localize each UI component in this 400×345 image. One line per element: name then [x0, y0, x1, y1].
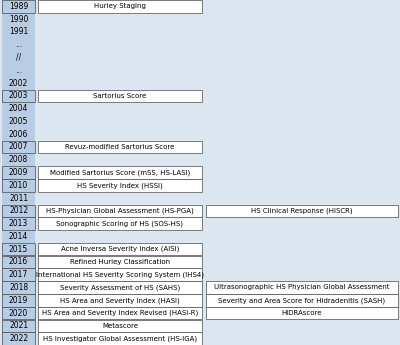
Text: 2013: 2013 [9, 219, 28, 228]
Text: Hurley Staging: Hurley Staging [94, 3, 146, 9]
Bar [2, 0, 35, 345]
Text: 1991: 1991 [9, 28, 28, 37]
Bar [2, 243, 35, 255]
Bar [2, 332, 35, 345]
Text: 2009: 2009 [9, 168, 28, 177]
Bar [2, 0, 35, 13]
Text: 2021: 2021 [9, 321, 28, 330]
Text: HS-Physician Global Assessment (HS-PGA): HS-Physician Global Assessment (HS-PGA) [46, 208, 194, 214]
Bar [206, 294, 398, 306]
Bar [38, 205, 202, 217]
Text: Severity and Area Score for Hidradenitis (SASH): Severity and Area Score for Hidradenitis… [218, 297, 386, 304]
Bar [38, 307, 202, 319]
Text: HS Investigator Global Assessment (HS-IGA): HS Investigator Global Assessment (HS-IG… [43, 335, 197, 342]
Bar [38, 294, 202, 306]
Text: 2004: 2004 [9, 104, 28, 113]
Text: 2006: 2006 [9, 130, 28, 139]
Text: HS Area and Severity Index Revised (HASI-R): HS Area and Severity Index Revised (HASI… [42, 310, 198, 316]
Bar [38, 243, 202, 255]
Text: International HS Severity Scoring System (IHS4): International HS Severity Scoring System… [36, 272, 204, 278]
Text: 2019: 2019 [9, 296, 28, 305]
Text: 2017: 2017 [9, 270, 28, 279]
Bar [38, 319, 202, 332]
Bar [38, 141, 202, 153]
Text: HS Clinical Response (HiSCR): HS Clinical Response (HiSCR) [251, 208, 353, 214]
Bar [2, 294, 35, 306]
Text: 2008: 2008 [9, 155, 28, 164]
Text: Severity Assessment of HS (SAHS): Severity Assessment of HS (SAHS) [60, 284, 180, 291]
Text: Acne Inversa Severity Index (AISI): Acne Inversa Severity Index (AISI) [61, 246, 179, 253]
Bar [38, 281, 202, 294]
Bar [38, 0, 202, 13]
Text: 2011: 2011 [9, 194, 28, 203]
Bar [38, 166, 202, 179]
Bar [2, 0, 35, 345]
Bar [38, 256, 202, 268]
Bar [2, 256, 35, 268]
Text: Ultrasonographic HS Physician Global Assessment: Ultrasonographic HS Physician Global Ass… [214, 285, 390, 290]
Text: 2002: 2002 [9, 79, 28, 88]
Text: 2020: 2020 [9, 308, 28, 317]
Bar [2, 307, 35, 319]
Text: Refined Hurley Classification: Refined Hurley Classification [70, 259, 170, 265]
Text: 2018: 2018 [9, 283, 28, 292]
Text: Sonographic Scoring of HS (SOS-HS): Sonographic Scoring of HS (SOS-HS) [56, 220, 184, 227]
Bar [206, 307, 398, 319]
Text: 2015: 2015 [9, 245, 28, 254]
Text: 2003: 2003 [9, 91, 28, 100]
Bar [38, 332, 202, 345]
Bar [2, 268, 35, 281]
Text: Modified Sartorius Score (mSS, HS-LASI): Modified Sartorius Score (mSS, HS-LASI) [50, 169, 190, 176]
Bar [38, 217, 202, 230]
Bar [2, 217, 35, 230]
Text: 2016: 2016 [9, 257, 28, 266]
Bar [38, 179, 202, 191]
Text: Sartorius Score: Sartorius Score [93, 93, 147, 99]
Text: //: // [16, 53, 21, 62]
Text: 2010: 2010 [9, 181, 28, 190]
Text: 2022: 2022 [9, 334, 28, 343]
Bar [2, 281, 35, 294]
Text: 2007: 2007 [9, 142, 28, 151]
Bar [38, 90, 202, 102]
Bar [2, 179, 35, 191]
Text: HS Area and Severity Index (HASI): HS Area and Severity Index (HASI) [60, 297, 180, 304]
Text: 2012: 2012 [9, 206, 28, 215]
Text: 1990: 1990 [9, 15, 28, 24]
Bar [2, 205, 35, 217]
Text: 2014: 2014 [9, 232, 28, 241]
Text: Revuz-modified Sartorius Score: Revuz-modified Sartorius Score [65, 144, 175, 150]
Bar [2, 166, 35, 179]
Text: Metascore: Metascore [102, 323, 138, 329]
Text: ...: ... [15, 66, 22, 75]
Text: HIDRAscore: HIDRAscore [282, 310, 322, 316]
Bar [2, 141, 35, 153]
Bar [2, 319, 35, 332]
Bar [206, 281, 398, 294]
Bar [206, 205, 398, 217]
Bar [2, 90, 35, 102]
Text: 2005: 2005 [9, 117, 28, 126]
Text: HS Severity Index (HSSI): HS Severity Index (HSSI) [77, 182, 163, 188]
Text: ...: ... [15, 40, 22, 49]
Bar [38, 268, 202, 281]
Text: 1989: 1989 [9, 2, 28, 11]
